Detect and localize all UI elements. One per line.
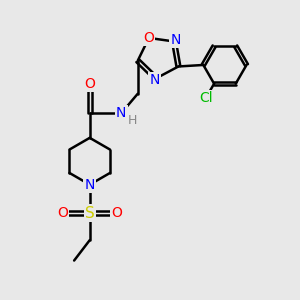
Text: N: N bbox=[85, 178, 95, 192]
Text: O: O bbox=[84, 77, 95, 91]
Text: N: N bbox=[116, 106, 126, 120]
Text: H: H bbox=[128, 114, 137, 127]
Text: S: S bbox=[85, 206, 94, 221]
Text: N: N bbox=[170, 33, 181, 47]
Text: Cl: Cl bbox=[199, 91, 213, 105]
Text: N: N bbox=[149, 73, 160, 87]
Text: O: O bbox=[57, 206, 68, 220]
Text: O: O bbox=[143, 31, 154, 45]
Text: O: O bbox=[111, 206, 122, 220]
